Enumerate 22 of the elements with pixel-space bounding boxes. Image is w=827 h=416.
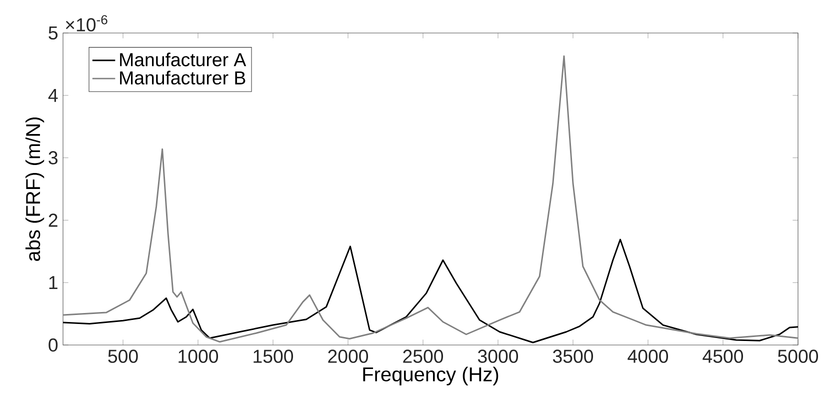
x-axis-title: Frequency (Hz) [363, 366, 498, 386]
y-tick-label: 0 [48, 338, 58, 352]
y-tick-label: 5 [48, 26, 58, 40]
x-tick-label: 2500 [403, 350, 444, 363]
x-tick-label: 1500 [254, 350, 294, 363]
x-tick-label: 3500 [552, 350, 594, 363]
x-tick-label: 5000 [778, 350, 818, 363]
x-tick-label: 4000 [628, 350, 668, 363]
x-tick-label: 1000 [178, 350, 218, 363]
text: ×10$^{-6}$ [66, 15, 108, 32]
x-tick-label: 3000 [478, 350, 518, 363]
y-tick-label: 4 [48, 88, 58, 102]
x-tick-label: 500 [108, 350, 138, 363]
y-tick-label: 3 [48, 151, 58, 164]
legend-label: Manufacturer A [120, 52, 246, 66]
y-axis-title: abs (FRF) (m/N) [25, 117, 44, 261]
x-tick-label: 2000 [328, 350, 368, 363]
x-tick-label: 4500 [702, 350, 744, 363]
line-series [63, 238, 798, 344]
legend-label: Manufacturer B [120, 70, 246, 85]
y-tick-label: 2 [48, 214, 58, 227]
y-tick-label: 1 [49, 276, 58, 290]
